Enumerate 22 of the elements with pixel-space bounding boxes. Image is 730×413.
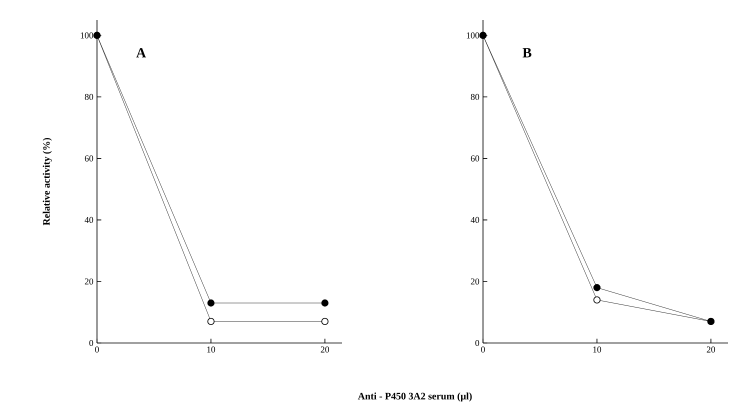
y-tick-label: 40 bbox=[84, 216, 94, 223]
y-tick-label: 100 bbox=[466, 32, 480, 38]
x-tick-label: 10 bbox=[593, 346, 602, 353]
y-tick-label: 60 bbox=[84, 155, 94, 162]
text: B bbox=[522, 48, 532, 58]
y-tick-label: 80 bbox=[84, 94, 94, 100]
y-tick-label: 60 bbox=[470, 155, 480, 162]
y-axis-title: Relative activity (%) bbox=[42, 138, 52, 226]
x-tick-label: 10 bbox=[207, 346, 216, 353]
x-tick-label: 20 bbox=[320, 346, 330, 353]
y-tick-label: 20 bbox=[470, 278, 480, 285]
y-tick-label: 40 bbox=[470, 216, 480, 223]
x-tick-label: 0 bbox=[481, 346, 485, 353]
text: A bbox=[136, 48, 146, 58]
x-axis-title: Anti - P450 3A2 serum (μl) bbox=[358, 392, 472, 402]
y-tick-label: 0 bbox=[475, 340, 480, 346]
y-tick-label: 0 bbox=[89, 340, 94, 346]
y-tick-label: 20 bbox=[84, 278, 94, 285]
y-tick-label: 100 bbox=[80, 32, 94, 38]
y-tick-label: 80 bbox=[470, 94, 480, 100]
x-tick-label: 20 bbox=[706, 346, 716, 353]
x-tick-label: 0 bbox=[95, 346, 99, 353]
